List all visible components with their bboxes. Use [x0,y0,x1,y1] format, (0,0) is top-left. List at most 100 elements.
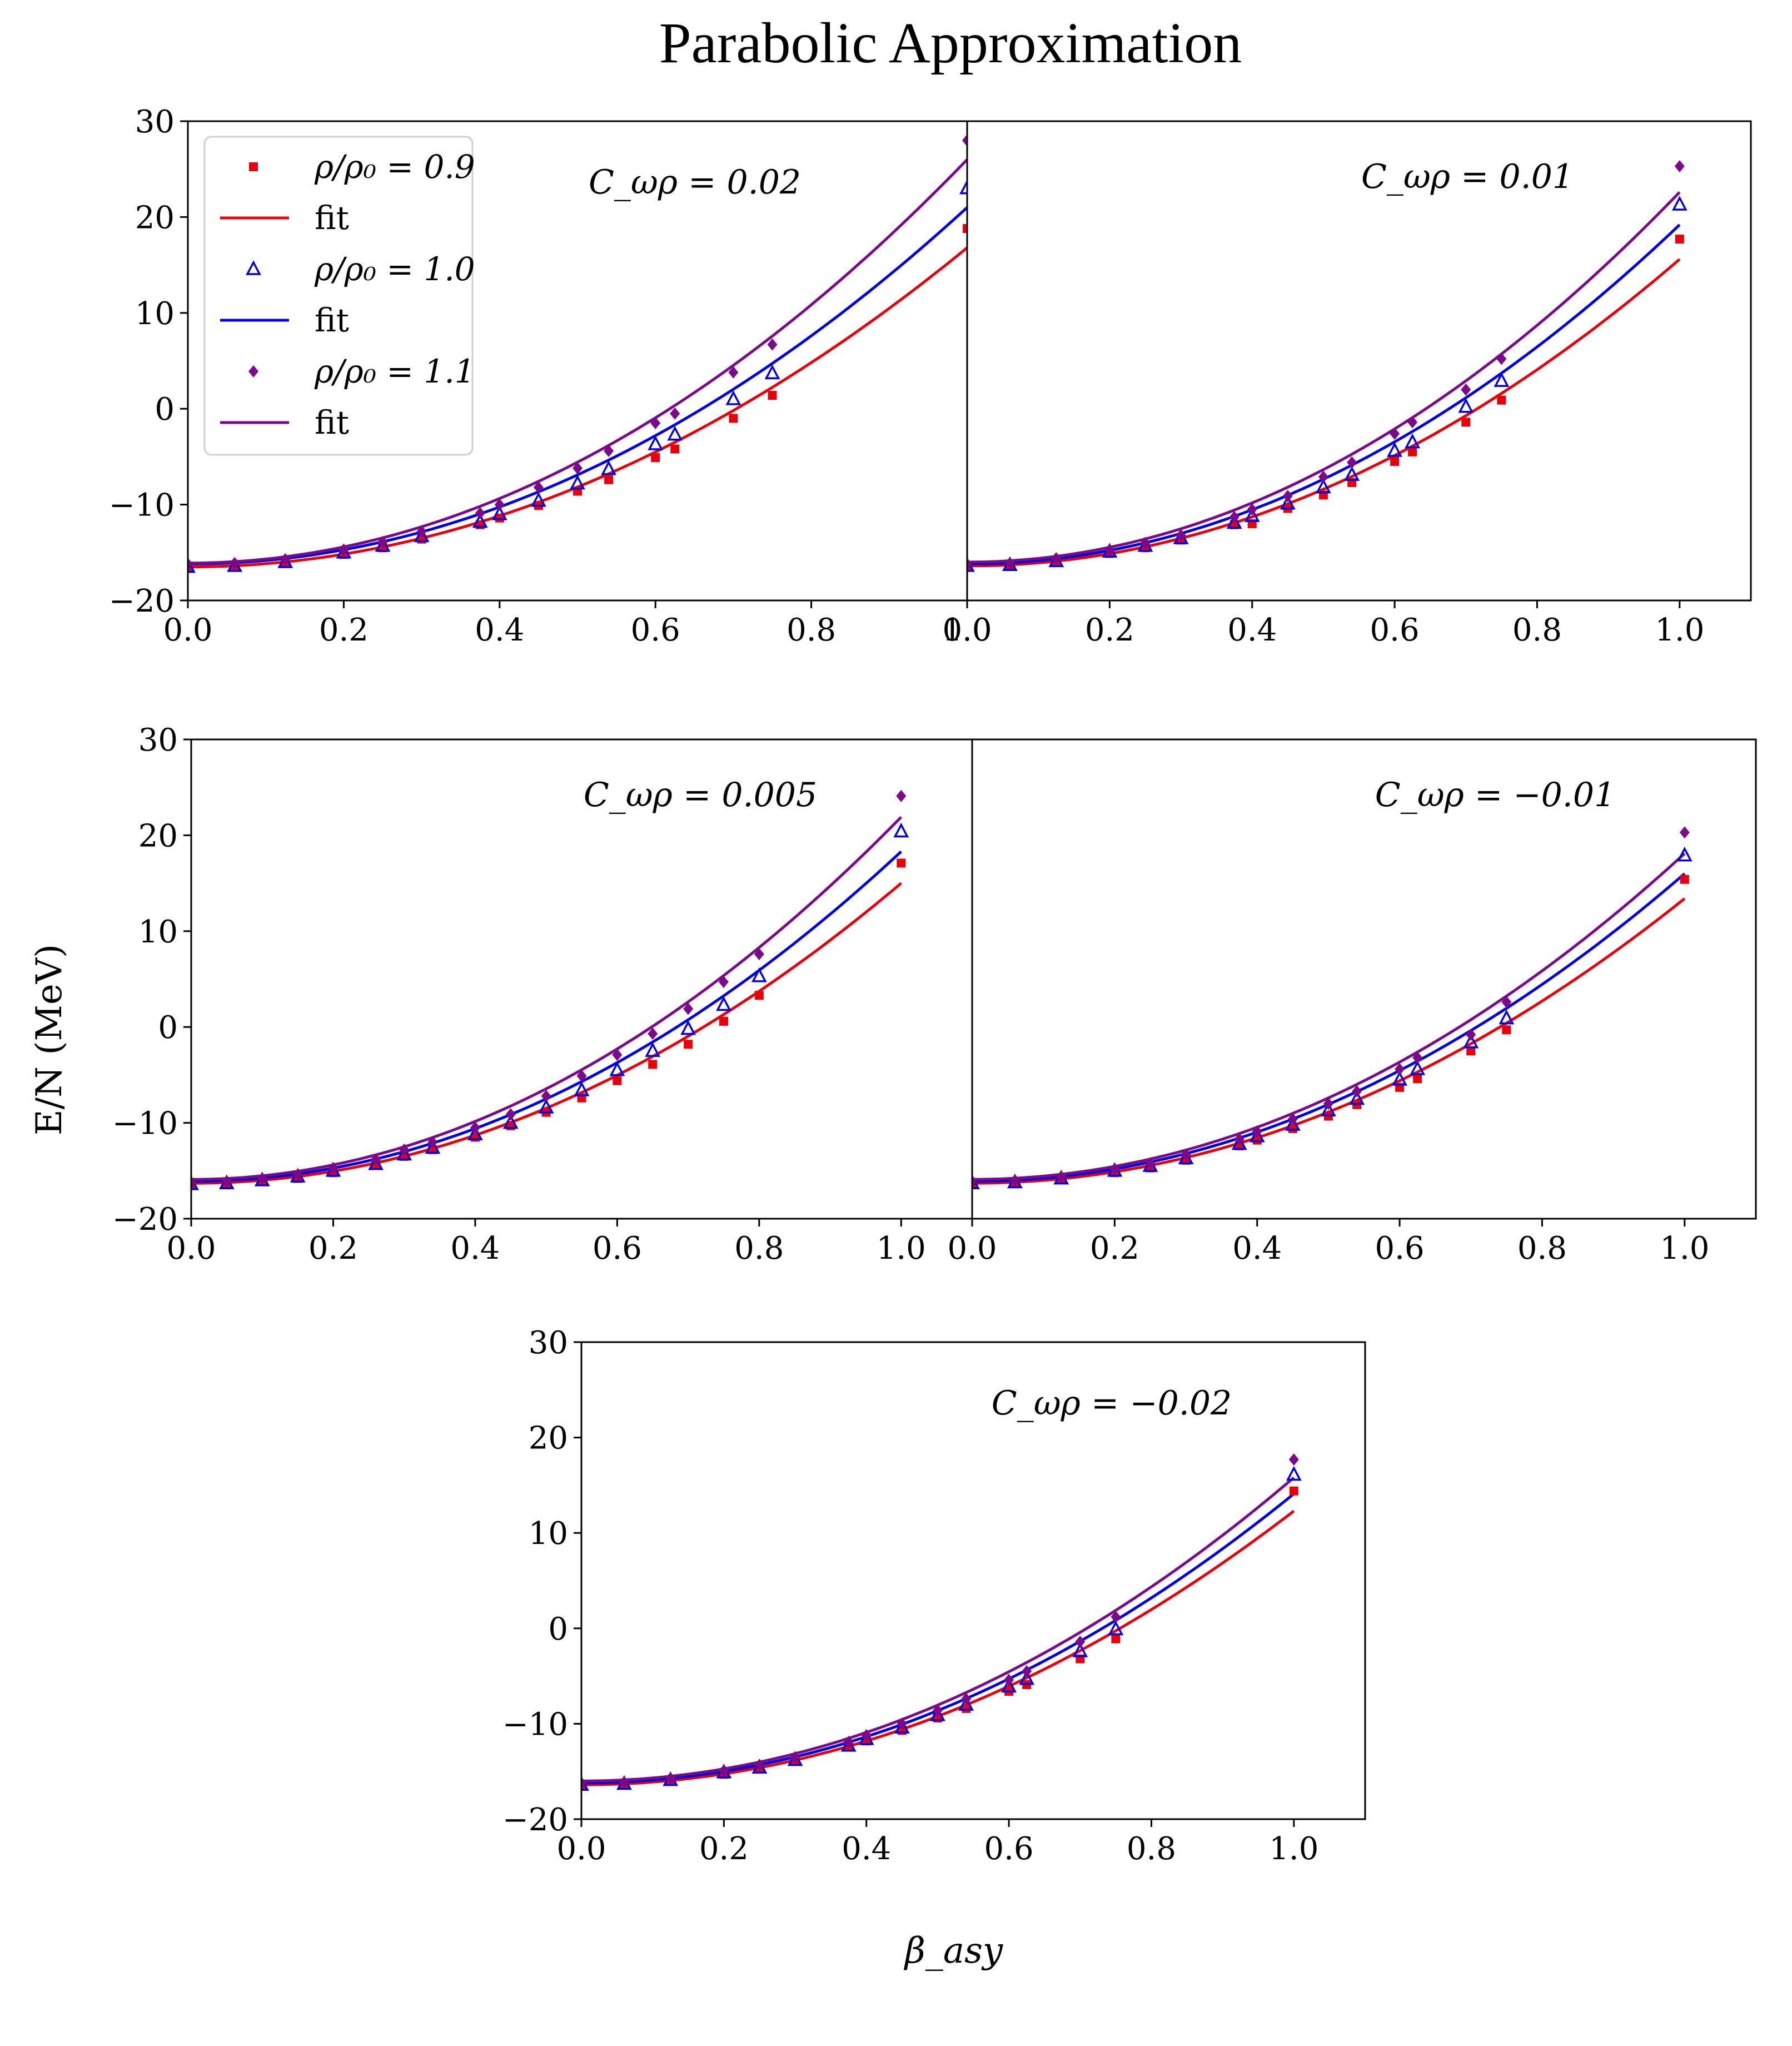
plot-area [581,1453,1302,1791]
data-point-1.1 [573,462,583,475]
data-point-1.0 [680,1020,696,1035]
data-point-0.9 [1288,1124,1297,1133]
coupling-annotation: C_ωρ = 0.005 [584,776,817,815]
data-point-1.0 [570,474,585,490]
data-point-1.1 [188,558,193,570]
data-point-1.1 [494,498,505,511]
data-point-1.1 [1288,1453,1299,1466]
data-point-0.9 [1680,875,1689,884]
data-point-0.9 [897,858,906,868]
chart-panel-1: 0.0 0.2 0.4 0.6 0.8 1.0 −20 −10 0 10 20 30 C_ωρ = 0.… [109,104,992,648]
x-tick-label: 0.8 [734,1230,784,1267]
data-point-0.9 [729,414,738,423]
axes-frame [580,1341,1366,1820]
data-point-0.9 [648,1060,658,1069]
x-tick-label: 0.2 [1085,612,1134,648]
data-point-1.1 [475,507,485,520]
data-point-1.1 [1075,1635,1086,1648]
data-point-1.1 [967,558,972,570]
data-point-1.0 [1286,1466,1302,1481]
data-point-1.1 [604,445,614,458]
data-point-1.1 [221,1175,232,1188]
data-point-1.1 [754,1759,765,1771]
data-point-1.1 [1104,543,1115,556]
data-point-1.1 [230,557,240,569]
data-point-1.1 [1056,1170,1067,1183]
data-point-1.1 [280,553,291,565]
data-point-1.1 [718,976,729,989]
x-tick-label: 0.2 [308,1230,358,1267]
y-tick-label: 10 [135,296,175,332]
data-point-1.0 [609,1061,625,1076]
y-axis-title: E/N (MeV) [29,944,70,1135]
coupling-annotation: C_ωρ = −0.02 [992,1384,1232,1423]
x-tick-label: 0.2 [319,612,369,648]
fit-line-0.9 [967,258,1681,568]
data-point-1.1 [790,1751,800,1764]
data-point-1.1 [1234,1133,1245,1145]
data-point-1.0 [1410,1060,1426,1075]
coupling-annotation: C_ωρ = 0.02 [589,163,801,202]
data-point-1.1 [505,1108,516,1121]
data-point-1.0 [472,513,488,528]
data-point-1.0 [1178,1149,1194,1165]
data-point-1.0 [1392,1071,1407,1086]
data-point-1.1 [1140,537,1151,549]
y-tick-label: −20 [109,583,175,619]
data-point-1.1 [541,1090,551,1103]
x-tick-label: 0.6 [1370,612,1420,648]
data-point-1.1 [1229,511,1240,524]
figure-title: Parabolic Approximation [659,11,1242,75]
data-point-1.0 [930,1706,945,1721]
x-tick-label: 0.8 [1512,612,1562,648]
legend-marker-1.0 [246,260,261,275]
data-point-1.0 [1494,372,1510,387]
data-point-1.0 [858,1730,874,1745]
y-tick-label: 10 [529,1516,568,1552]
y-tick-label: −10 [109,488,175,524]
data-point-1.0 [1249,1127,1265,1143]
y-tick-label: −20 [502,1802,568,1838]
data-point-1.0 [1499,1009,1515,1025]
data-point-1.1 [896,789,907,802]
data-point-1.1 [339,543,349,556]
data-point-1.1 [1395,1063,1405,1076]
data-point-1.1 [533,481,544,494]
data-point-1.1 [1282,490,1293,503]
data-point-1.0 [538,1099,554,1114]
fit-line-1.0 [967,224,1681,565]
fit-line-0.9 [972,897,1686,1185]
data-point-1.1 [1407,416,1418,429]
x-tick-label: 0.4 [450,1230,500,1267]
data-point-1.0 [425,1139,441,1154]
data-point-1.0 [725,390,741,405]
data-point-0.9 [962,1704,971,1713]
fit-line-1.1 [972,852,1686,1181]
data-point-1.1 [619,1776,629,1789]
data-point-1.0 [1226,514,1242,529]
coupling-annotation: C_ωρ = −0.01 [1375,776,1615,815]
data-point-1.1 [650,417,661,430]
data-point-1.0 [1285,1116,1301,1131]
data-point-1.1 [191,1176,196,1189]
data-point-1.1 [612,1049,623,1061]
data-point-1.1 [1022,1665,1032,1678]
data-point-0.9 [1408,447,1417,456]
data-point-1.0 [645,1042,661,1057]
x-tick-label: 0.2 [699,1831,749,1867]
data-point-1.1 [292,1168,303,1181]
data-point-1.0 [531,491,546,507]
data-point-1.1 [328,1161,339,1174]
legend-marker-0.9 [249,162,258,171]
plot-area [191,789,909,1190]
data-point-1.0 [1019,1670,1035,1685]
data-point-1.1 [861,1729,872,1741]
fit-line-1.0 [191,850,902,1183]
data-point-1.1 [897,1717,907,1730]
x-tick-label: 0.0 [942,612,992,648]
axes-frame [966,120,1752,602]
legend-label: fit [315,301,349,339]
data-point-0.9 [1111,1634,1121,1643]
data-point-1.1 [1679,826,1690,839]
data-point-1.1 [1181,1148,1191,1161]
